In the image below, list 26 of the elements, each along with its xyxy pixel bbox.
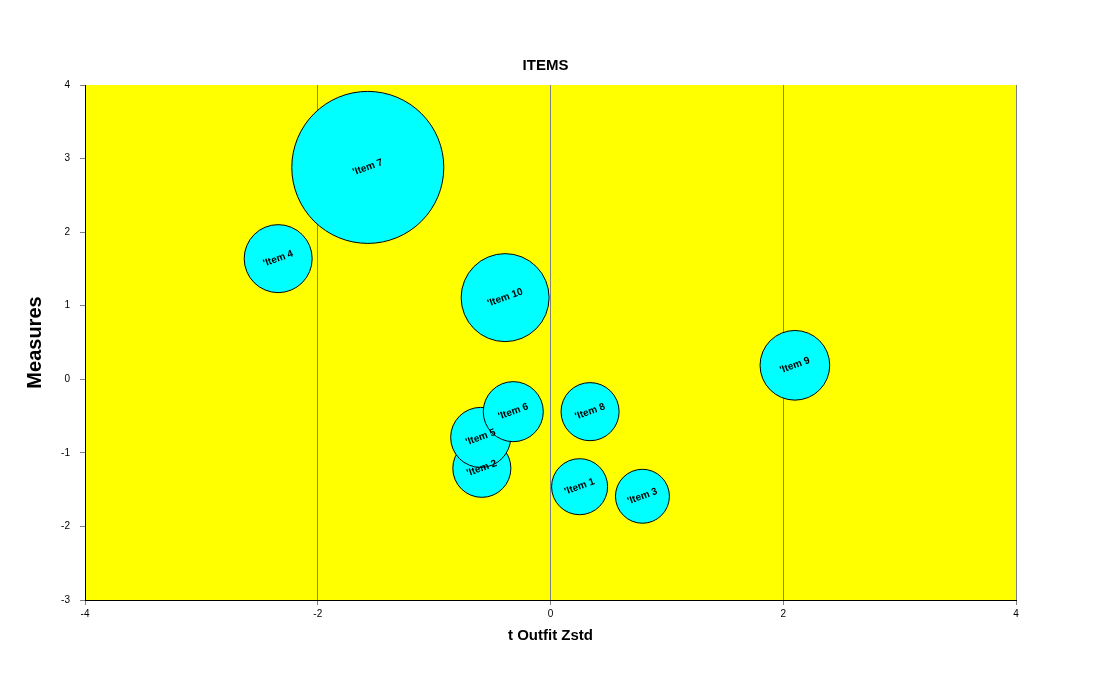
annotation: 'Item 8 bbox=[573, 400, 607, 422]
annotation: 'Item 2 bbox=[465, 456, 499, 479]
annotation: 'Item 7 bbox=[350, 156, 385, 178]
annotation: 'Item 4 bbox=[261, 247, 295, 269]
y-tick-label: 2 bbox=[64, 225, 71, 237]
x-tick-label: 0 bbox=[547, 607, 554, 619]
annotation: 'Item 5 bbox=[463, 426, 498, 448]
x-tick-label: -4 bbox=[80, 607, 90, 619]
x-tick-label: 2 bbox=[780, 607, 787, 619]
y-axis-title: Measures bbox=[22, 296, 45, 389]
x-axis-title: t Outfit Zstd bbox=[508, 626, 593, 644]
annotation: 'Item 6 bbox=[496, 400, 530, 422]
x-tick-label: -2 bbox=[313, 607, 323, 619]
y-tick-label: 4 bbox=[64, 78, 71, 90]
annotation: 'Item 10 bbox=[485, 285, 525, 309]
y-tick-label: -3 bbox=[61, 593, 71, 605]
annotation: 'Item 1 bbox=[562, 475, 597, 497]
y-tick-label: -2 bbox=[61, 520, 71, 532]
y-tick-label: 1 bbox=[64, 299, 71, 311]
chart-title: ITEMS bbox=[522, 56, 569, 74]
x-tick-label: 4 bbox=[1013, 607, 1020, 619]
annotation: 'Item 3 bbox=[625, 484, 660, 507]
y-tick-label: 0 bbox=[64, 373, 71, 385]
y-tick-label: 3 bbox=[64, 152, 71, 164]
y-tick-label: -1 bbox=[61, 446, 71, 458]
annotation: 'Item 9 bbox=[778, 353, 812, 376]
